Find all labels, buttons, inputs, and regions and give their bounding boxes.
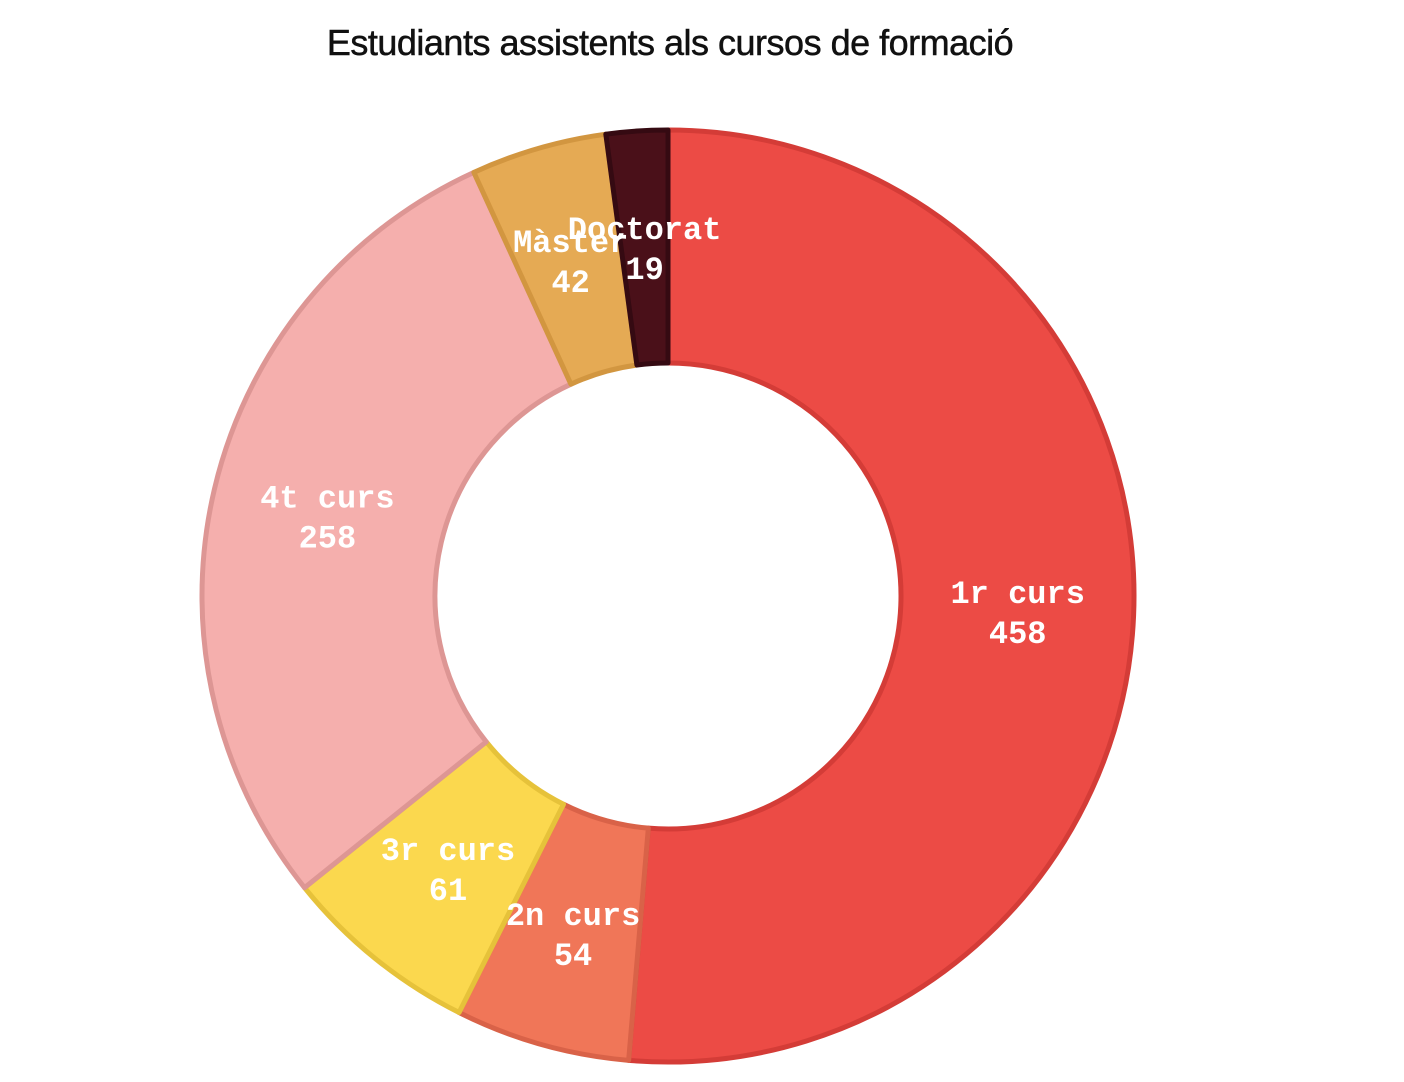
slice-label-value: 258 <box>299 520 357 557</box>
slice-label-name: 2n curs <box>506 898 640 935</box>
slice-label-name: 1r curs <box>950 576 1084 613</box>
slice-label-value: 42 <box>551 265 589 302</box>
chart-title: Estudiants assistents als cursos de form… <box>326 22 1014 64</box>
slice-label-4t-curs: 4t curs 258 <box>260 480 394 557</box>
slice-label-1r-curs: 1r curs 458 <box>950 576 1084 653</box>
slice-label-master: Màster 42 <box>513 225 628 302</box>
slice-label-doctorat: Doctorat 19 <box>568 212 722 289</box>
slice-label-value: 54 <box>554 938 592 975</box>
slice-label-value: 458 <box>989 616 1047 653</box>
slice-label-name: 4t curs <box>260 480 394 517</box>
slice-label-name: Màster <box>513 225 628 262</box>
slice-label-value: 61 <box>429 873 467 910</box>
slice-1r-curs <box>626 127 1137 1065</box>
slice-4t-curs <box>199 169 574 891</box>
slice-label-3r-curs: 3r curs 61 <box>381 833 515 910</box>
slice-label-name: 3r curs <box>381 833 515 870</box>
slice-label-2n-curs: 2n curs 54 <box>506 898 640 975</box>
slice-label-name: Doctorat <box>568 212 722 249</box>
slice-doctorat <box>603 127 671 368</box>
slices-layer <box>199 127 1137 1065</box>
slice-label-value: 19 <box>625 252 663 289</box>
